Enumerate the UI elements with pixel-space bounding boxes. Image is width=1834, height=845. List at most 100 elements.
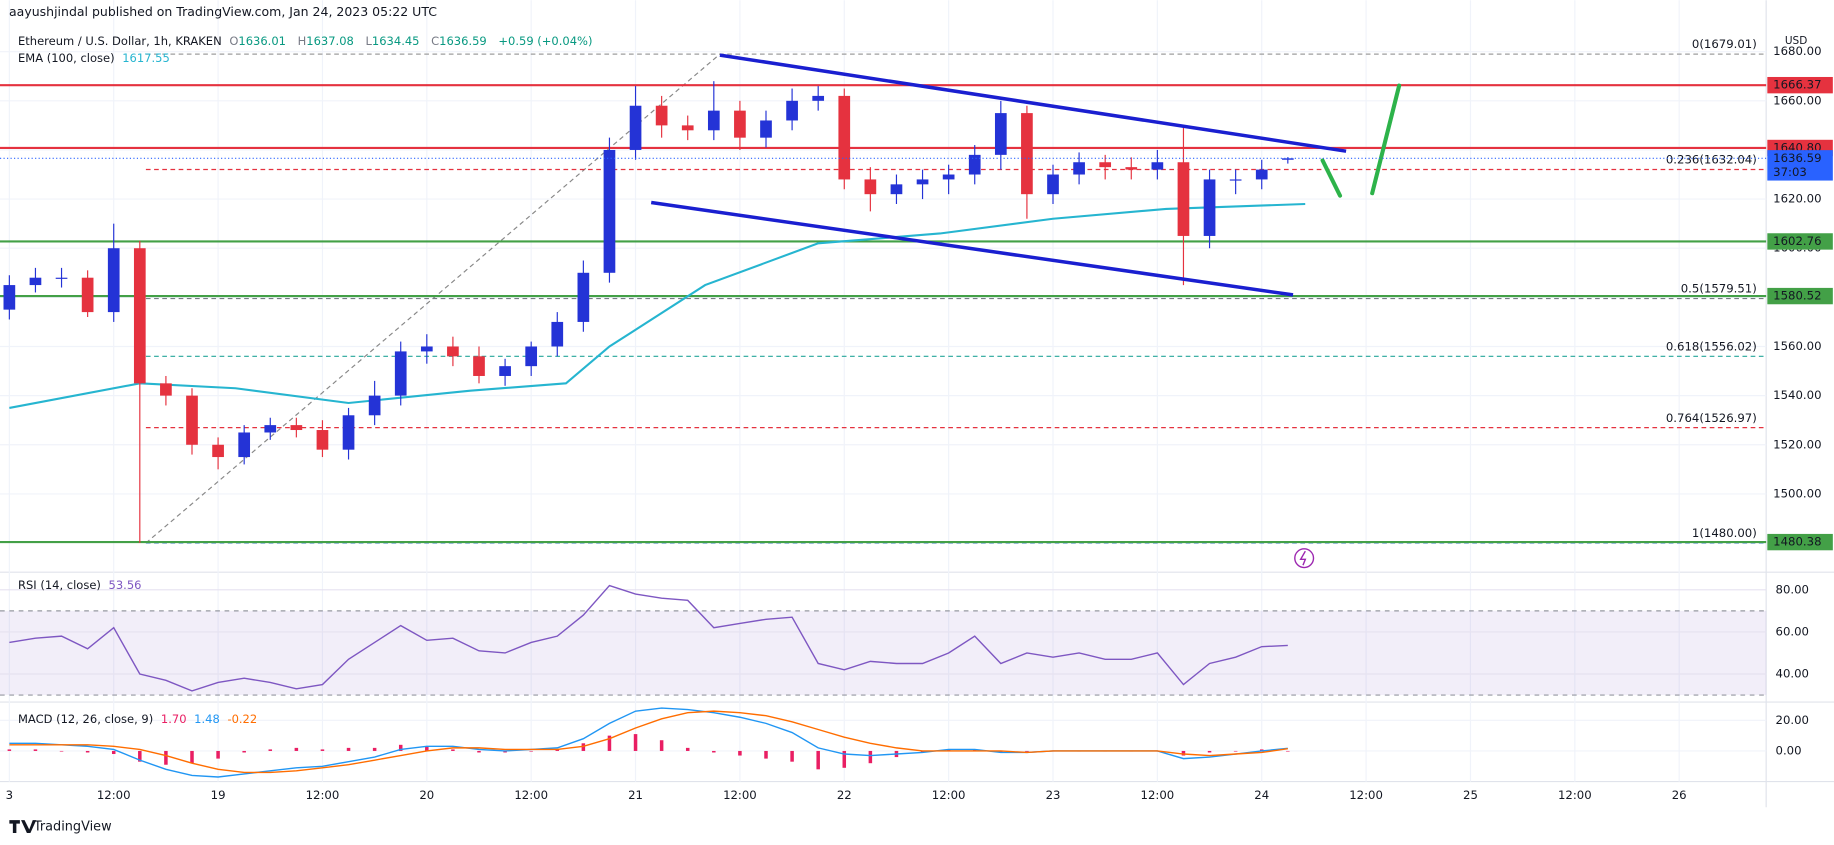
candle-body: [655, 105, 668, 126]
readout: H1637.08: [298, 34, 358, 48]
readout-key: H: [297, 34, 307, 48]
macd-histogram: [59, 750, 64, 752]
x-tick-label: 23: [1046, 788, 1061, 802]
y-tick-label: 0.00: [1776, 743, 1802, 757]
macd-histogram: [920, 750, 925, 753]
candle-body: [1203, 179, 1216, 236]
macd-histogram: [581, 743, 586, 751]
fib-label: 1(1480.00): [1692, 526, 1757, 540]
candle-body: [1073, 162, 1085, 175]
candle-body: [473, 356, 485, 376]
candle-body: [447, 346, 459, 357]
macd-histogram: [842, 750, 847, 768]
publisher: aayushjindal published on TradingView.co…: [9, 4, 437, 19]
x-tick-label: 20: [419, 788, 434, 802]
symbol-title: Ethereum / U.S. Dollar, 1h, KRAKEN: [18, 34, 222, 48]
candle-body: [290, 425, 303, 431]
candle-body: [3, 285, 16, 310]
projection-line: [1370, 83, 1402, 196]
candle-body: [864, 179, 877, 195]
candle-body: [551, 321, 564, 347]
candle-body: [133, 248, 146, 384]
candle-body: [1047, 174, 1059, 195]
histogram-value: -0.22: [227, 712, 258, 726]
x-tick-label: 24: [1254, 788, 1269, 802]
candle-body: [107, 248, 120, 313]
macd-histogram: [346, 747, 351, 751]
countdown: 37:03: [1773, 165, 1807, 179]
candle-body: [629, 105, 642, 150]
last-price-label: 1636.59: [1773, 151, 1821, 165]
candle-body: [994, 113, 1007, 155]
macd-histogram: [85, 750, 90, 753]
macd-histogram: [1181, 750, 1186, 756]
fib-label: 0(1679.01): [1692, 37, 1757, 51]
y-tick-label: 80.00: [1776, 582, 1809, 596]
macd-histogram: [868, 750, 873, 764]
macd-histogram: [946, 749, 951, 751]
macd-histogram: [138, 750, 142, 762]
signal-line: [9, 710, 1288, 774]
change: +0.59 (+0.04%): [498, 34, 593, 48]
fib-label: 0.236(1632.04): [1666, 153, 1757, 167]
trend-line: [650, 200, 1294, 297]
candle-body: [29, 277, 42, 286]
macd-histogram: [268, 749, 273, 751]
candle-body: [1021, 113, 1033, 195]
x-tick-label: 12:00: [932, 788, 966, 802]
x-tick-label: 12:00: [306, 788, 340, 802]
macd-histogram: [320, 749, 325, 751]
candle-body: [525, 346, 538, 367]
legend-macd: MACD (12, 26, close, 9) 1.70 1.48 -0.22: [18, 712, 261, 726]
y-tick-label: 1540.00: [1773, 388, 1821, 402]
candle-body: [1125, 167, 1138, 170]
x-tick-label: 12:00: [1349, 788, 1383, 802]
level-tag: [1767, 76, 1833, 94]
macd-histogram: [372, 747, 377, 751]
candle-body: [681, 125, 694, 131]
level-label: 1480.38: [1773, 535, 1821, 549]
macd-histogram: [816, 750, 820, 770]
candle-body: [499, 366, 511, 376]
macd-histogram: [1233, 750, 1238, 752]
candle-body: [1255, 169, 1268, 180]
rsi-line: [9, 584, 1288, 692]
macd-histogram: [7, 749, 12, 751]
y-tick-label: 1660.00: [1773, 93, 1821, 107]
readout: L1634.45: [366, 34, 424, 48]
ema-name: EMA (100, close): [18, 51, 115, 65]
candle-body: [368, 395, 381, 416]
macd-histogram: [633, 734, 638, 751]
macd-histogram: [242, 750, 246, 753]
projection-line: [1320, 158, 1343, 198]
candle-body: [760, 120, 772, 138]
x-tick-label: 12:00: [1558, 788, 1592, 802]
macd-histogram: [790, 750, 794, 762]
candle-body: [1099, 162, 1112, 168]
y-tick-label: 1560.00: [1773, 339, 1821, 353]
macd-histogram: [477, 750, 481, 753]
ema-value: 1617.55: [122, 51, 170, 65]
candle-body: [316, 430, 329, 450]
candle-body: [812, 95, 825, 101]
macd-histogram: [190, 750, 194, 764]
macd-histogram: [555, 749, 560, 751]
level-label: 1602.76: [1773, 234, 1821, 248]
candle-body: [734, 110, 746, 138]
y-tick-label: 1500.00: [1773, 486, 1821, 500]
x-tick-label: 21: [628, 788, 643, 802]
macd-histogram: [1286, 750, 1290, 752]
candle-body: [838, 95, 851, 180]
macd-histogram: [999, 750, 1003, 753]
x-tick-label: 22: [837, 788, 852, 802]
y-tick-label: 1680.00: [1773, 44, 1821, 58]
rsi-value: 53.56: [108, 578, 142, 592]
candle-body: [890, 184, 903, 195]
macd-histogram: [164, 750, 168, 765]
y-tick-label: 40.00: [1776, 667, 1809, 681]
candle-body: [186, 395, 198, 445]
macd-histogram: [738, 750, 742, 756]
event-icon: [1294, 548, 1315, 569]
rsi-name: RSI (14, close): [18, 578, 101, 592]
